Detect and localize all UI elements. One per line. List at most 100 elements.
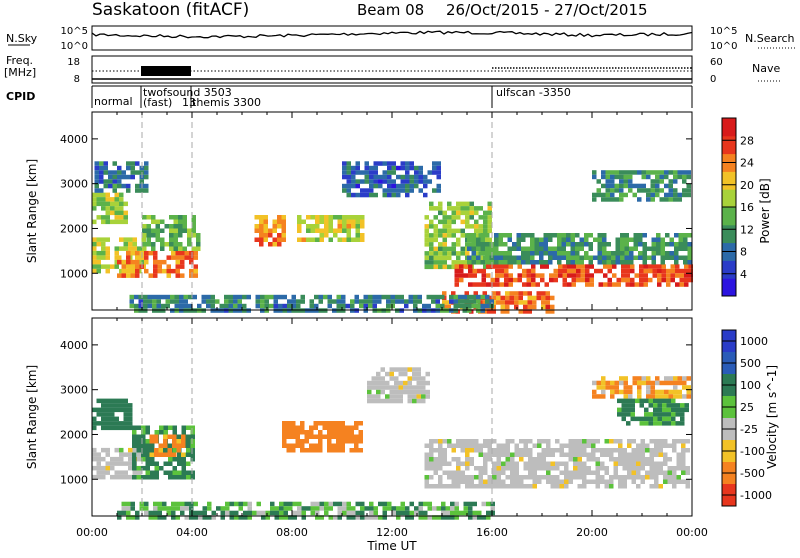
heatmap-cell <box>433 233 438 238</box>
heatmap-cell <box>465 443 470 448</box>
heatmap-cell <box>671 398 676 404</box>
heatmap-cell <box>550 466 555 471</box>
heatmap-cell <box>442 484 447 489</box>
heatmap-cell <box>421 376 426 381</box>
heatmap-cell <box>433 255 438 261</box>
heatmap-cell <box>559 479 564 484</box>
heatmap-cell <box>202 510 207 516</box>
heatmap-cell <box>496 470 501 475</box>
heatmap-cell <box>685 484 690 489</box>
heatmap-cell <box>189 515 194 520</box>
heatmap-cell <box>101 407 106 413</box>
heatmap-cell <box>510 457 515 462</box>
heatmap-cell <box>469 439 474 444</box>
heatmap-cell <box>424 466 429 471</box>
heatmap-cell <box>247 506 252 511</box>
heatmap-cell <box>193 255 198 260</box>
heatmap-cell <box>610 183 615 189</box>
heatmap-cell <box>687 260 692 265</box>
heatmap-cell <box>442 457 447 462</box>
heatmap-cell <box>178 228 183 233</box>
heatmap-cell <box>609 439 614 444</box>
heatmap-cell <box>532 300 537 305</box>
heatmap-cell <box>382 515 387 520</box>
heatmap-cell <box>633 242 638 247</box>
heatmap-cell <box>495 264 500 269</box>
heatmap-cell <box>153 264 158 269</box>
heatmap-cell <box>458 303 463 309</box>
heatmap-cell <box>641 174 646 180</box>
heatmap-cell <box>453 303 458 309</box>
heatmap-cell <box>130 174 135 180</box>
heatmap-cell <box>671 416 676 422</box>
heatmap-cell <box>429 237 434 243</box>
heatmap-cell <box>282 430 287 435</box>
heatmap-cell <box>319 215 324 220</box>
heatmap-cell <box>174 294 179 300</box>
heatmap-cell <box>655 376 660 381</box>
heatmap-cell <box>295 425 300 430</box>
heatmap-cell <box>427 179 432 184</box>
heatmap-cell <box>92 407 97 413</box>
heatmap-cell <box>518 309 523 314</box>
heatmap-cell <box>170 308 175 313</box>
heatmap-cell <box>646 380 651 386</box>
heatmap-cell <box>654 439 659 444</box>
heatmap-cell <box>687 242 692 247</box>
heatmap-cell <box>630 282 635 287</box>
heatmap-cell <box>336 303 341 309</box>
heatmap-cell <box>301 515 306 520</box>
heatmap-cell <box>523 461 528 466</box>
heatmap-cell <box>169 246 174 251</box>
heatmap-cell <box>130 250 135 256</box>
heatmap-cell <box>658 466 663 471</box>
heatmap-cell <box>487 439 492 444</box>
heatmap-cell <box>94 183 99 189</box>
heatmap-cell <box>424 461 429 466</box>
heatmap-cell <box>433 470 438 475</box>
heatmap-cell <box>391 183 396 189</box>
heatmap-cell <box>382 179 387 184</box>
heatmap-cell <box>442 210 447 216</box>
heatmap-cell <box>485 299 490 304</box>
heatmap-cell <box>432 188 437 193</box>
heatmap-cell <box>424 264 429 270</box>
heatmap-cell <box>645 443 650 448</box>
heatmap-cell <box>670 273 675 278</box>
heatmap-cell <box>460 219 465 225</box>
heatmap-cell <box>617 407 622 413</box>
heatmap-cell <box>629 237 634 242</box>
heatmap-cell <box>228 294 233 300</box>
heatmap-cell <box>341 308 346 313</box>
heatmap-cell <box>507 260 512 265</box>
heatmap-cell <box>346 170 351 175</box>
heatmap-cell <box>424 452 429 457</box>
heatmap-cell <box>278 308 283 313</box>
heatmap-cell <box>92 465 97 471</box>
heatmap-cell <box>92 241 97 247</box>
heatmap-cell <box>351 174 356 180</box>
heatmap-cell <box>610 197 615 202</box>
heatmap-cell <box>291 443 296 448</box>
heatmap-cell <box>179 294 184 300</box>
heatmap-cell <box>491 295 496 301</box>
heatmap-cell <box>159 425 164 430</box>
heatmap-cell <box>636 457 641 462</box>
heatmap-cell <box>633 246 638 251</box>
heatmap-cell <box>105 425 110 431</box>
heatmap-cell <box>184 250 189 256</box>
heatmap-cell <box>465 466 470 471</box>
heatmap-cell <box>145 461 150 466</box>
heatmap-cell <box>588 260 593 265</box>
heatmap-cell <box>629 255 634 260</box>
heatmap-cell <box>531 273 536 278</box>
heatmap-cell <box>333 233 338 238</box>
heatmap-cell <box>135 268 140 274</box>
heatmap-cell <box>121 510 126 516</box>
heatmap-cell <box>269 294 274 300</box>
heatmap-cell <box>654 475 659 480</box>
y-tick-label: 4000 <box>60 133 88 146</box>
heatmap-cell <box>666 421 671 426</box>
heatmap-cell <box>385 394 390 399</box>
heatmap-cell <box>627 466 632 471</box>
